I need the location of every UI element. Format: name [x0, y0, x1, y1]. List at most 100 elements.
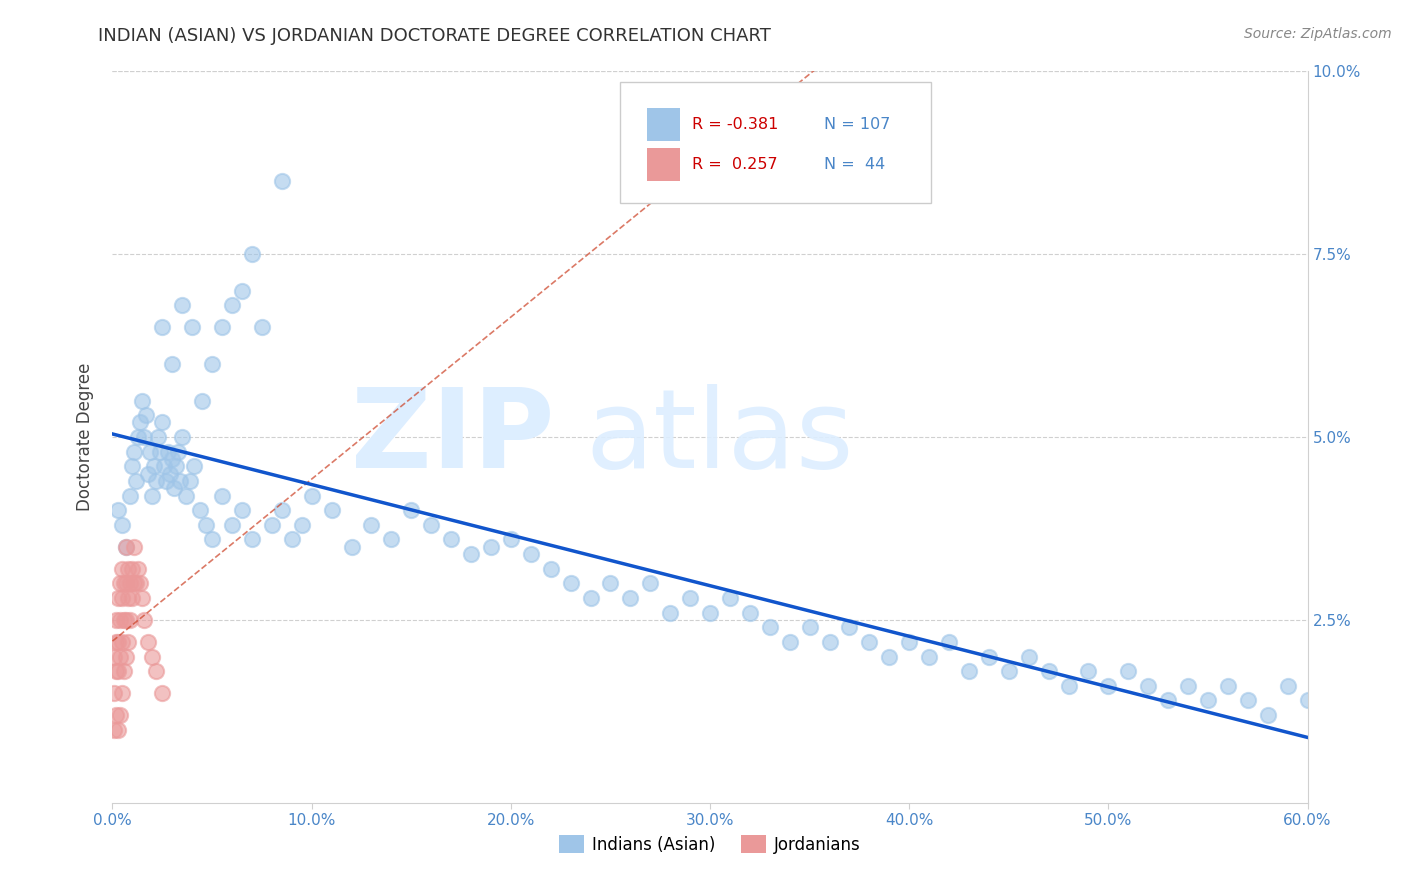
- Point: [167, 444, 190, 458]
- Point: [938, 635, 960, 649]
- Point: [155, 474, 177, 488]
- Point: [125, 474, 148, 488]
- Point: [738, 606, 761, 620]
- Point: [188, 503, 211, 517]
- Point: [114, 613, 135, 627]
- Point: [1197, 693, 1219, 707]
- Point: [162, 357, 183, 371]
- Point: [127, 430, 149, 444]
- Point: [163, 481, 186, 495]
- Point: [125, 576, 148, 591]
- Point: [183, 459, 205, 474]
- Point: [172, 430, 194, 444]
- Point: [129, 576, 152, 591]
- Point: [143, 459, 166, 474]
- Legend: Indians (Asian), Jordanians: Indians (Asian), Jordanians: [553, 829, 868, 860]
- Point: [141, 649, 163, 664]
- Point: [129, 416, 152, 430]
- Point: [120, 613, 142, 627]
- Point: [1277, 679, 1299, 693]
- Point: [799, 620, 821, 634]
- Point: [1118, 664, 1140, 678]
- Point: [107, 723, 129, 737]
- Y-axis label: Doctorate Degree: Doctorate Degree: [76, 363, 94, 511]
- Point: [231, 284, 253, 298]
- Point: [321, 503, 343, 517]
- Point: [134, 430, 156, 444]
- Point: [103, 686, 125, 700]
- Point: [957, 664, 980, 678]
- Point: [110, 649, 132, 664]
- Point: [360, 517, 382, 532]
- Point: [111, 562, 134, 576]
- Point: [139, 444, 162, 458]
- Point: [679, 591, 702, 605]
- Point: [159, 467, 181, 481]
- Point: [107, 635, 129, 649]
- Point: [879, 649, 901, 664]
- Point: [150, 320, 173, 334]
- Point: [150, 416, 173, 430]
- Point: [520, 547, 543, 561]
- Point: [699, 606, 721, 620]
- Point: [301, 489, 323, 503]
- Point: [579, 591, 602, 605]
- Point: [145, 664, 167, 678]
- Point: [131, 393, 153, 408]
- Text: Source: ZipAtlas.com: Source: ZipAtlas.com: [1244, 27, 1392, 41]
- Point: [380, 533, 402, 547]
- Point: [105, 664, 128, 678]
- Point: [240, 533, 263, 547]
- FancyBboxPatch shape: [647, 148, 681, 181]
- Point: [157, 444, 180, 458]
- Point: [111, 635, 134, 649]
- Point: [111, 686, 134, 700]
- Point: [898, 635, 921, 649]
- Point: [460, 547, 482, 561]
- Point: [134, 613, 156, 627]
- Point: [221, 298, 243, 312]
- Point: [148, 430, 170, 444]
- Point: [250, 320, 273, 334]
- Point: [121, 591, 143, 605]
- Point: [1177, 679, 1199, 693]
- Point: [153, 459, 176, 474]
- Point: [115, 576, 138, 591]
- Point: [440, 533, 463, 547]
- Point: [540, 562, 562, 576]
- Point: [599, 576, 621, 591]
- Point: [560, 576, 582, 591]
- Point: [281, 533, 304, 547]
- Point: [195, 517, 218, 532]
- Point: [240, 247, 263, 261]
- Point: [179, 474, 201, 488]
- Point: [124, 444, 146, 458]
- Point: [169, 474, 191, 488]
- Point: [103, 723, 125, 737]
- Point: [1038, 664, 1060, 678]
- Text: R =  0.257: R = 0.257: [692, 157, 778, 172]
- Point: [1257, 708, 1279, 723]
- Point: [138, 467, 160, 481]
- Point: [115, 649, 138, 664]
- Text: N =  44: N = 44: [824, 157, 884, 172]
- Point: [718, 591, 741, 605]
- Point: [191, 393, 214, 408]
- Point: [124, 540, 146, 554]
- Point: [105, 613, 128, 627]
- Point: [1137, 679, 1160, 693]
- Point: [1296, 693, 1319, 707]
- FancyBboxPatch shape: [620, 82, 931, 203]
- Point: [124, 576, 146, 591]
- Point: [818, 635, 841, 649]
- Point: [977, 649, 1000, 664]
- Point: [145, 474, 167, 488]
- Point: [1097, 679, 1119, 693]
- Point: [120, 489, 142, 503]
- Point: [260, 517, 283, 532]
- Point: [619, 591, 641, 605]
- Point: [110, 613, 132, 627]
- Point: [640, 576, 662, 591]
- Text: R = -0.381: R = -0.381: [692, 117, 779, 131]
- Point: [270, 503, 292, 517]
